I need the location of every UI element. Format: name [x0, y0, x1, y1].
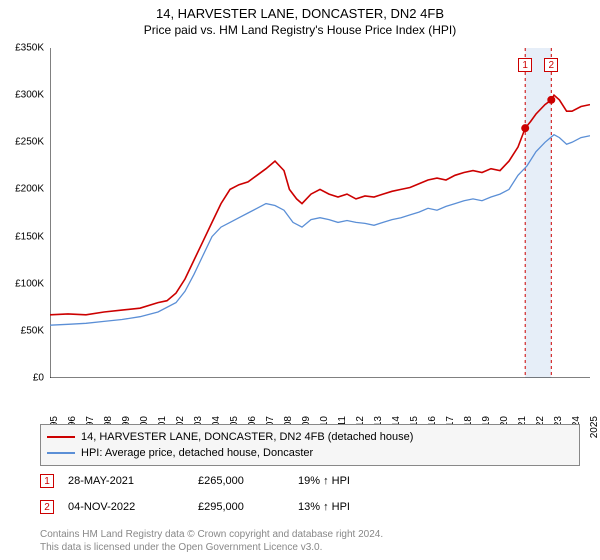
y-tick-label: £250K [15, 137, 44, 148]
y-tick-label: £300K [15, 90, 44, 101]
x-axis-labels: 1995199619971998199920002001200220032004… [50, 380, 590, 420]
legend-label-2: HPI: Average price, detached house, Donc… [81, 445, 313, 461]
y-tick-label: £0 [33, 373, 44, 384]
sale-change-1: 19% ↑ HPI [298, 475, 418, 487]
y-tick-label: £350K [15, 43, 44, 54]
sale-badge-1: 1 [40, 474, 54, 488]
chart-plot-area: 12 [50, 48, 590, 378]
license-line-1: Contains HM Land Registry data © Crown c… [40, 528, 580, 541]
sale-date-2: 04-NOV-2022 [68, 501, 198, 513]
y-tick-label: £100K [15, 278, 44, 289]
sale-row-2: 2 04-NOV-2022 £295,000 13% ↑ HPI [40, 500, 580, 514]
chart-subtitle: Price paid vs. HM Land Registry's House … [0, 21, 600, 37]
legend-label-1: 14, HARVESTER LANE, DONCASTER, DN2 4FB (… [81, 429, 413, 445]
legend: 14, HARVESTER LANE, DONCASTER, DN2 4FB (… [40, 424, 580, 466]
x-tick-label: 2025 [589, 416, 600, 438]
chart-svg [50, 48, 590, 378]
sale-badge-2: 2 [40, 500, 54, 514]
sale-date-1: 28-MAY-2021 [68, 475, 198, 487]
license-text: Contains HM Land Registry data © Crown c… [40, 528, 580, 554]
legend-swatch-1 [47, 436, 75, 438]
sale-price-1: £265,000 [198, 475, 298, 487]
sale-row-1: 1 28-MAY-2021 £265,000 19% ↑ HPI [40, 474, 580, 488]
y-axis-labels: £0£50K£100K£150K£200K£250K£300K£350K [0, 48, 48, 378]
sale-change-2: 13% ↑ HPI [298, 501, 418, 513]
legend-item-series2: HPI: Average price, detached house, Donc… [47, 445, 573, 461]
y-tick-label: £200K [15, 184, 44, 195]
license-line-2: This data is licensed under the Open Gov… [40, 541, 580, 554]
y-tick-label: £50K [21, 325, 44, 336]
chart-container: 14, HARVESTER LANE, DONCASTER, DN2 4FB P… [0, 0, 600, 560]
y-tick-label: £150K [15, 231, 44, 242]
chart-title: 14, HARVESTER LANE, DONCASTER, DN2 4FB [0, 0, 600, 21]
legend-swatch-2 [47, 452, 75, 454]
chart-marker-badge-2: 2 [544, 58, 558, 72]
legend-item-series1: 14, HARVESTER LANE, DONCASTER, DN2 4FB (… [47, 429, 573, 445]
sale-price-2: £295,000 [198, 501, 298, 513]
chart-marker-badge-1: 1 [518, 58, 532, 72]
